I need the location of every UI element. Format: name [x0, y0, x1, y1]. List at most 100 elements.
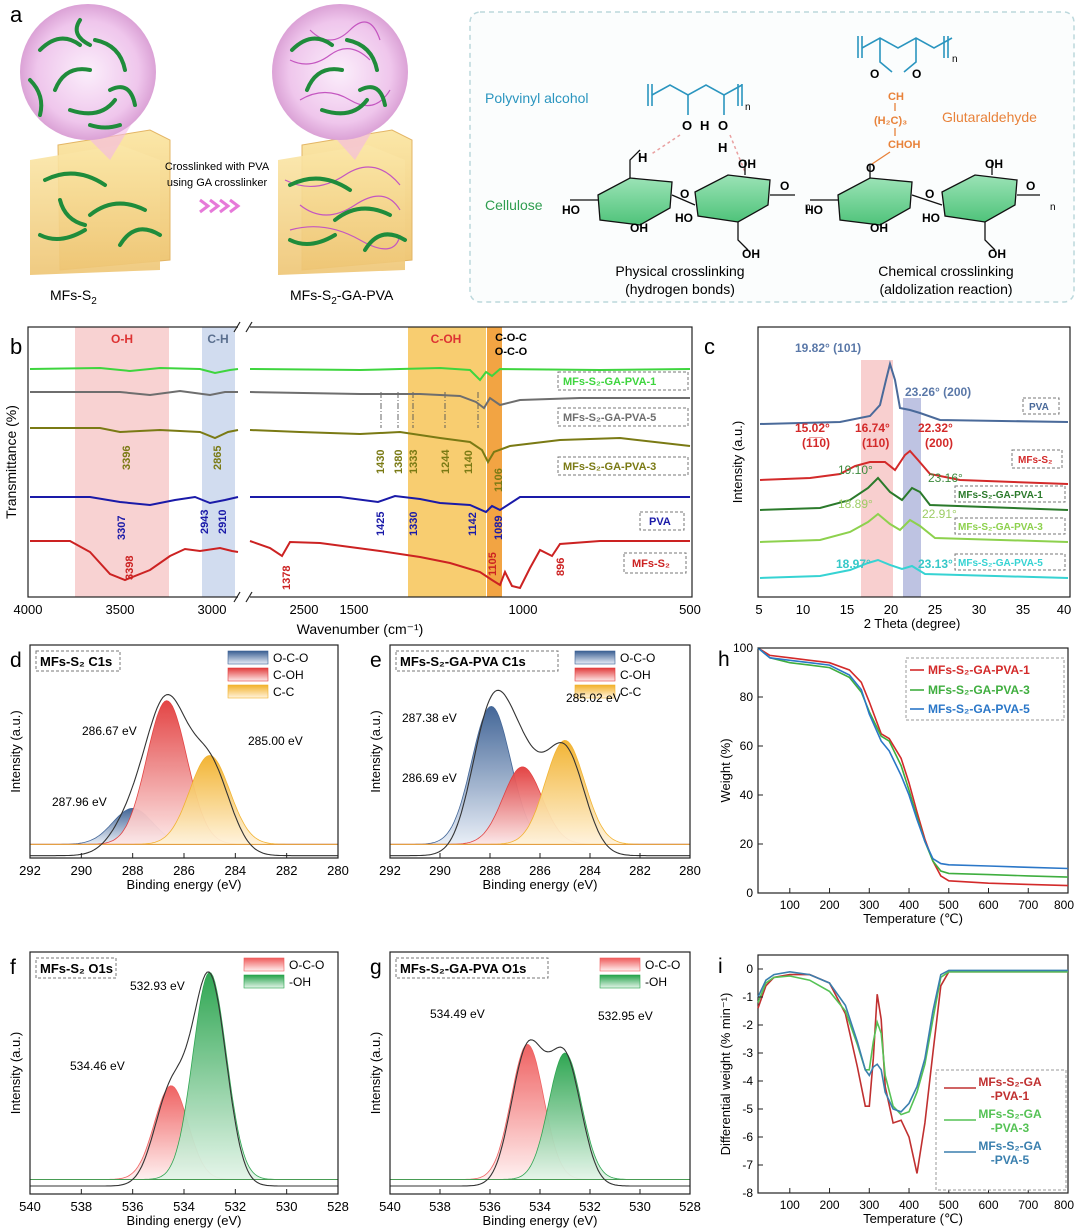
- xticks-c: 5 10 15 20 25 30 35 40: [755, 602, 1071, 617]
- svg-text:15.02°: 15.02°: [795, 421, 830, 435]
- xtick-label-e-6: 280: [679, 863, 701, 878]
- series-h-0: [757, 647, 1069, 887]
- svg-text:PVA: PVA: [649, 516, 671, 528]
- xtick-label-d-3: 286: [173, 863, 195, 878]
- xtick-label-e-2: 288: [479, 863, 501, 878]
- band-label-ch: C-H: [207, 332, 228, 346]
- series-i-1: [757, 971, 1068, 1116]
- svg-text:22.91°: 22.91°: [922, 507, 957, 521]
- xlabel-h: Temperature (℃): [863, 911, 963, 926]
- legend-label-e-1: C-OH: [620, 668, 651, 682]
- svg-text:n: n: [1050, 202, 1056, 213]
- ytick-label-i-2: -2: [742, 1018, 753, 1032]
- svg-text:O: O: [870, 67, 879, 81]
- xtick-label-f-1: 538: [70, 1199, 92, 1214]
- series-ftir-pva5: [30, 389, 690, 410]
- panel-letter-i: i: [718, 955, 723, 978]
- svg-text:23.16°: 23.16°: [928, 471, 963, 485]
- title-f: MFs-S₂ O1s: [40, 961, 113, 976]
- svg-text:O: O: [718, 118, 728, 133]
- legend-label-i-0: MFs-S₂-GA: [978, 1075, 1042, 1089]
- peak-label-e-0: 287.38 eV: [402, 711, 457, 725]
- svg-text:MFs-S₂-GA-PVA-5: MFs-S₂-GA-PVA-5: [563, 412, 656, 424]
- peak-label-f-0: 534.46 eV: [70, 1059, 125, 1073]
- legend-swatch-e-2: [574, 684, 616, 699]
- svg-text:3307: 3307: [116, 516, 128, 540]
- legend-swatch-f-1: [243, 974, 285, 989]
- chemistry-schematic: Polyvinyl alcohol Cellulose Glutaraldehy…: [485, 36, 1056, 297]
- label-glutaraldehyde: Glutaraldehyde: [942, 109, 1037, 125]
- series-xrd-pva5: [759, 558, 1069, 579]
- series-xrd-pva1: [759, 476, 1069, 511]
- svg-text:O: O: [912, 67, 921, 81]
- svg-text:40: 40: [1057, 602, 1071, 617]
- xtick-label-e-4: 284: [579, 863, 601, 878]
- svg-text:2500: 2500: [290, 602, 319, 617]
- ylabel-g: Intensity (a.u.): [368, 1032, 383, 1114]
- xlabel-c: 2 Theta (degree): [864, 616, 961, 631]
- ytick-label-i-7: -7: [742, 1158, 753, 1172]
- xtick-label-e-3: 286: [529, 863, 551, 878]
- xtick-label-i-6: 700: [1018, 1198, 1038, 1212]
- svg-text:2865: 2865: [212, 446, 224, 470]
- frame-b: [27, 326, 693, 598]
- svg-text:HO: HO: [562, 203, 580, 217]
- series-xrd-mfs: [759, 449, 1069, 485]
- svg-text:18.89°: 18.89°: [838, 497, 873, 511]
- ylabel-e: Intensity (a.u.): [368, 710, 383, 792]
- mfs-s2-ga-pva-illustration: MFs-S2-GA-PVA: [272, 4, 413, 307]
- svg-text:(200): (200): [925, 436, 953, 450]
- svg-text:3396: 3396: [121, 446, 133, 470]
- svg-text:5: 5: [755, 602, 762, 617]
- svg-text:OH: OH: [742, 247, 760, 261]
- xtick-label-g-2: 536: [479, 1199, 501, 1214]
- svg-text:1378: 1378: [281, 566, 293, 590]
- svg-text:19.10°: 19.10°: [838, 463, 873, 477]
- legend-swatch-e-1: [574, 667, 616, 682]
- xtick-label-h-0: 100: [780, 898, 800, 912]
- ytick-label-h-2: 40: [740, 788, 754, 802]
- xtick-label-i-2: 300: [859, 1198, 879, 1212]
- ftir-spectra: [29, 366, 691, 590]
- chemistry-box: [469, 11, 1075, 303]
- series-ftir-mfs: [30, 540, 690, 590]
- legend-label-d-2: C-C: [273, 685, 295, 699]
- svg-text:3500: 3500: [106, 602, 135, 617]
- svg-text:MFs-S₂-GA-PVA-5: MFs-S₂-GA-PVA-5: [958, 558, 1043, 569]
- xtick-label-d-2: 288: [122, 863, 144, 878]
- xtick-label-h-7: 800: [1054, 898, 1074, 912]
- svg-text:MFs-S₂-GA-PVA-1: MFs-S₂-GA-PVA-1: [563, 376, 656, 388]
- series-i-0: [757, 971, 1068, 1174]
- panel-b: b Transmittance (%) O-H C-H C-OH C-O-C O…: [3, 320, 701, 637]
- xtick-label-h-5: 600: [978, 898, 998, 912]
- legend-label-e-2: C-C: [620, 685, 642, 699]
- label-polyvinyl-alcohol: Polyvinyl alcohol: [485, 90, 589, 106]
- panel-letter-e: e: [370, 649, 382, 672]
- xtick-label-h-1: 200: [820, 898, 840, 912]
- panel-a: a MFs-S2 Crosslinked with PVA using GA c…: [10, 2, 1075, 307]
- ytick-label-h-5: 100: [733, 641, 753, 655]
- panel-letter-h: h: [718, 648, 730, 671]
- xps-peak-f-1: [29, 972, 339, 1180]
- svg-text:MFs-S₂: MFs-S₂: [632, 558, 670, 570]
- svg-text:1330: 1330: [408, 512, 420, 536]
- crosslink-arrow: Crosslinked with PVA using GA crosslinke…: [165, 161, 270, 214]
- title-g: MFs-S₂-GA-PVA O1s: [400, 961, 526, 976]
- legend-swatch-e-0: [574, 650, 616, 665]
- annotations-c: 19.82° (101) 23.26° (200) 15.02° (1̅1̅0)…: [795, 341, 971, 571]
- xtick-label-i-1: 200: [820, 1198, 840, 1212]
- xlabel-g: Binding energy (eV): [483, 1213, 598, 1228]
- band-coc: [487, 327, 502, 597]
- svg-text:19.82° (101): 19.82° (101): [795, 341, 861, 355]
- svg-text:23.13°: 23.13°: [918, 557, 953, 571]
- ylabel-b: Transmittance (%): [3, 405, 19, 519]
- svg-text:(110): (110): [862, 436, 889, 450]
- xtick-label-e-1: 290: [429, 863, 451, 878]
- legend-swatch-f-0: [243, 957, 285, 972]
- xtick-label-i-0: 100: [780, 1198, 800, 1212]
- xtick-label-d-5: 282: [276, 863, 298, 878]
- title-d: MFs-S₂ C1s: [40, 654, 112, 669]
- panel-letter-b: b: [10, 334, 22, 359]
- svg-text:n: n: [805, 202, 811, 213]
- ytick-label-i-6: -6: [742, 1130, 753, 1144]
